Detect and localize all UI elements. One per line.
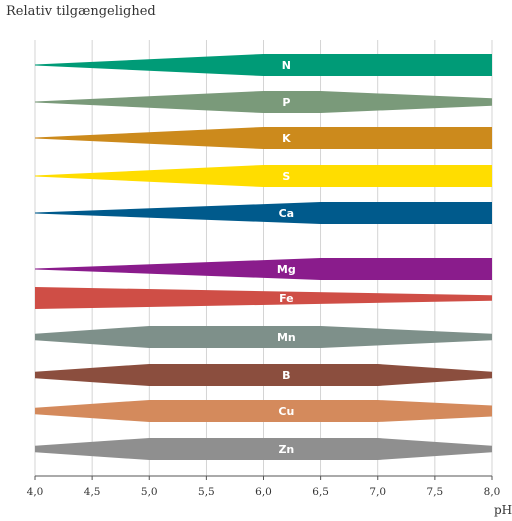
x-tick-label: 4,5	[84, 486, 101, 498]
band-mg	[35, 258, 492, 280]
band-label-s: S	[282, 170, 290, 183]
x-tick-label: 4,0	[27, 486, 44, 498]
band-label-n: N	[282, 59, 291, 72]
x-tick-label: 7,5	[427, 486, 444, 498]
band-label-fe: Fe	[279, 292, 294, 305]
band-n	[35, 54, 492, 76]
band-label-b: B	[282, 369, 290, 382]
band-zn	[35, 438, 492, 460]
band-ca	[35, 202, 492, 224]
band-label-cu: Cu	[278, 405, 294, 418]
nutrient-bands: N P K S Ca Mg Fe Mn B Cu Zn	[35, 54, 492, 460]
band-p	[35, 91, 492, 113]
x-tick-label: 6,0	[255, 486, 272, 498]
band-label-zn: Zn	[278, 443, 294, 456]
y-axis-title: Relativ tilgængelighed	[6, 4, 156, 19]
band-mn	[35, 326, 492, 348]
x-tick-label: 6,5	[312, 486, 329, 498]
x-axis: 4,0 4,5 5,0 5,5 6,0 6,5 7,0 7,5 8,0	[27, 475, 501, 498]
x-tick-label: 5,0	[141, 486, 158, 498]
band-label-mg: Mg	[277, 263, 296, 276]
band-label-ca: Ca	[279, 207, 295, 220]
band-k	[35, 127, 492, 149]
band-label-mn: Mn	[277, 331, 296, 344]
band-b	[35, 364, 492, 386]
band-label-k: K	[282, 132, 291, 145]
x-tick-label: 8,0	[484, 486, 501, 498]
band-s	[35, 165, 492, 187]
x-axis-title: pH	[494, 503, 512, 517]
band-fe	[35, 287, 492, 309]
band-label-p: P	[282, 96, 290, 109]
x-tick-label: 5,5	[198, 486, 215, 498]
x-tick-label: 7,0	[369, 486, 386, 498]
band-cu	[35, 400, 492, 422]
